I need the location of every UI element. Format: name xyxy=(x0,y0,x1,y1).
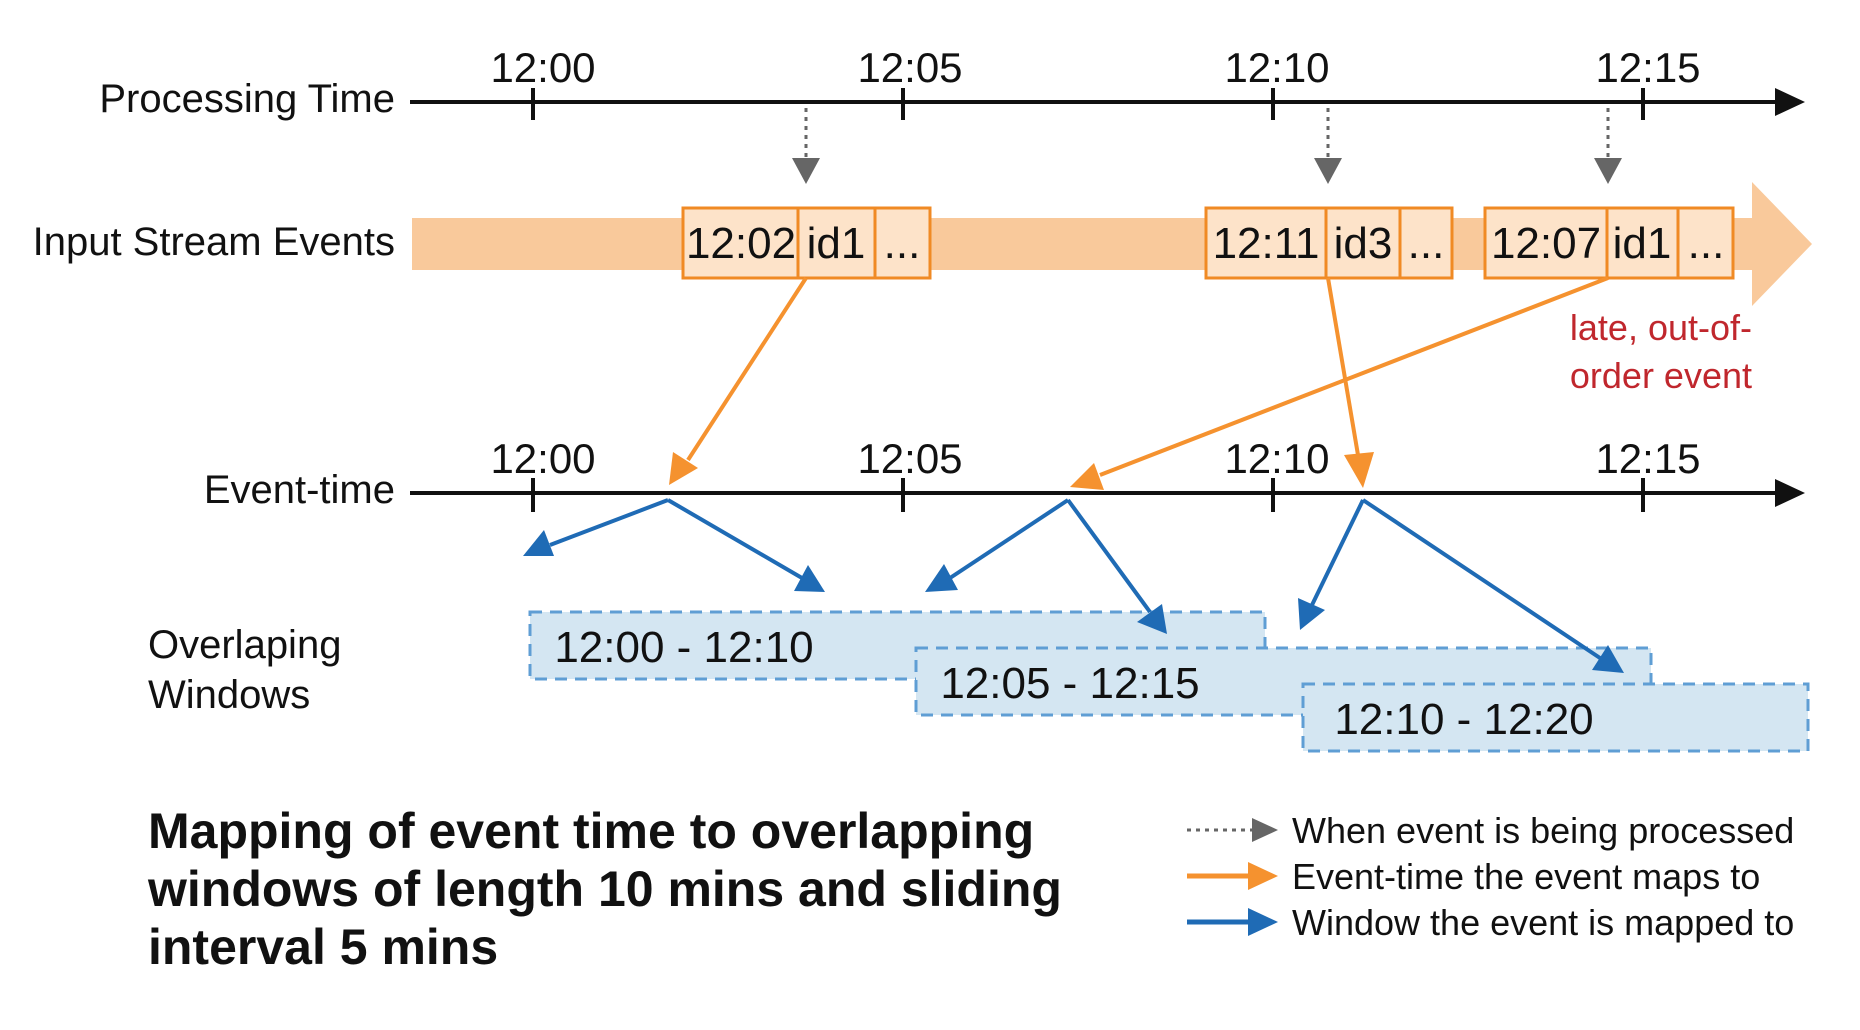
blue-window-arrow xyxy=(549,498,669,547)
orange-mapping-arrowhead xyxy=(1344,452,1374,488)
windows-label-line1: Overlaping xyxy=(148,623,341,667)
orange-mapping-arrowhead xyxy=(669,452,698,485)
blue-window-arrow xyxy=(666,498,804,580)
event-id-value: id1 xyxy=(1613,219,1672,268)
blue-window-arrow xyxy=(1066,498,1152,614)
window-range-label: 12:00 - 12:10 xyxy=(554,623,813,672)
orange-mapping-arrow xyxy=(1326,277,1360,456)
processing-tick-label: 12:00 xyxy=(490,44,595,91)
blue-window-arrowhead xyxy=(925,564,958,592)
legend-label: Event-time the event maps to xyxy=(1292,856,1760,897)
processing-time-label: Processing Time xyxy=(99,77,395,121)
legend-orange-arrowhead xyxy=(1248,862,1278,890)
blue-window-arrowhead xyxy=(523,530,554,556)
window-range-label: 12:05 - 12:15 xyxy=(940,659,1199,708)
legend-label: Window the event is mapped to xyxy=(1292,902,1794,943)
window-range-label: 12:10 - 12:20 xyxy=(1334,695,1593,744)
event-record-box xyxy=(1483,206,1735,280)
event-tick-label: 12:10 xyxy=(1224,435,1329,482)
processing-dotted-arrowhead xyxy=(1594,158,1622,184)
event-record-late: 12:07 id1 ... xyxy=(1483,206,1735,280)
event-record: 12:02 id1 ... xyxy=(681,206,932,280)
legend-dotted-arrowhead xyxy=(1252,818,1278,842)
blue-window-arrowhead xyxy=(1592,645,1624,673)
event-more-value: ... xyxy=(1408,219,1445,268)
orange-mapping-arrowhead xyxy=(1070,463,1104,490)
event-time-value: 12:11 xyxy=(1213,219,1320,268)
event-record-box xyxy=(681,206,932,280)
event-more-value: ... xyxy=(1688,219,1725,268)
blue-window-arrow xyxy=(948,498,1070,580)
event-time-value: 12:07 xyxy=(1491,219,1601,268)
processing-tick-label: 12:05 xyxy=(857,44,962,91)
window-box xyxy=(1301,682,1810,753)
event-record-box xyxy=(1204,206,1454,280)
orange-mapping-arrow xyxy=(1099,276,1609,477)
blue-window-arrow xyxy=(1310,499,1365,606)
processing-tick-label: 12:10 xyxy=(1224,44,1329,91)
processing-dotted-arrowhead xyxy=(792,158,820,184)
caption-line1: Mapping of event time to overlapping xyxy=(148,803,1034,859)
event-id-value: id1 xyxy=(807,219,866,268)
event-time-axis-arrowhead xyxy=(1775,479,1805,507)
event-record: 12:11 id3 ... xyxy=(1204,206,1454,280)
orange-mapping-arrow xyxy=(686,276,808,462)
blue-window-arrowhead xyxy=(794,565,825,592)
caption-line3: interval 5 mins xyxy=(148,919,498,975)
blue-window-arrow xyxy=(1361,498,1602,660)
event-tick-label: 12:00 xyxy=(490,435,595,482)
legend-blue-arrowhead xyxy=(1248,908,1278,936)
input-stream-label: Input Stream Events xyxy=(33,220,395,264)
caption-line2: windows of length 10 mins and sliding xyxy=(147,861,1062,917)
event-id-value: id3 xyxy=(1334,219,1393,268)
blue-window-arrowhead xyxy=(1137,604,1167,634)
event-tick-label: 12:05 xyxy=(857,435,962,482)
event-tick-label: 12:15 xyxy=(1595,435,1700,482)
input-stream-band xyxy=(412,182,1812,306)
late-event-note-line1: late, out-of- xyxy=(1570,307,1752,348)
event-time-label: Event-time xyxy=(204,468,395,512)
processing-dotted-arrowhead xyxy=(1314,158,1342,184)
event-more-value: ... xyxy=(884,219,921,268)
processing-tick-label: 12:15 xyxy=(1595,44,1700,91)
processing-time-axis-arrowhead xyxy=(1775,88,1805,116)
legend-label: When event is being processed xyxy=(1292,810,1794,851)
event-time-value: 12:02 xyxy=(686,219,796,268)
windows-label-line2: Windows xyxy=(148,673,310,717)
legend: When event is being processed Event-time… xyxy=(1187,810,1794,943)
late-event-note-line2: order event xyxy=(1570,355,1752,396)
blue-window-arrowhead xyxy=(1298,598,1325,630)
